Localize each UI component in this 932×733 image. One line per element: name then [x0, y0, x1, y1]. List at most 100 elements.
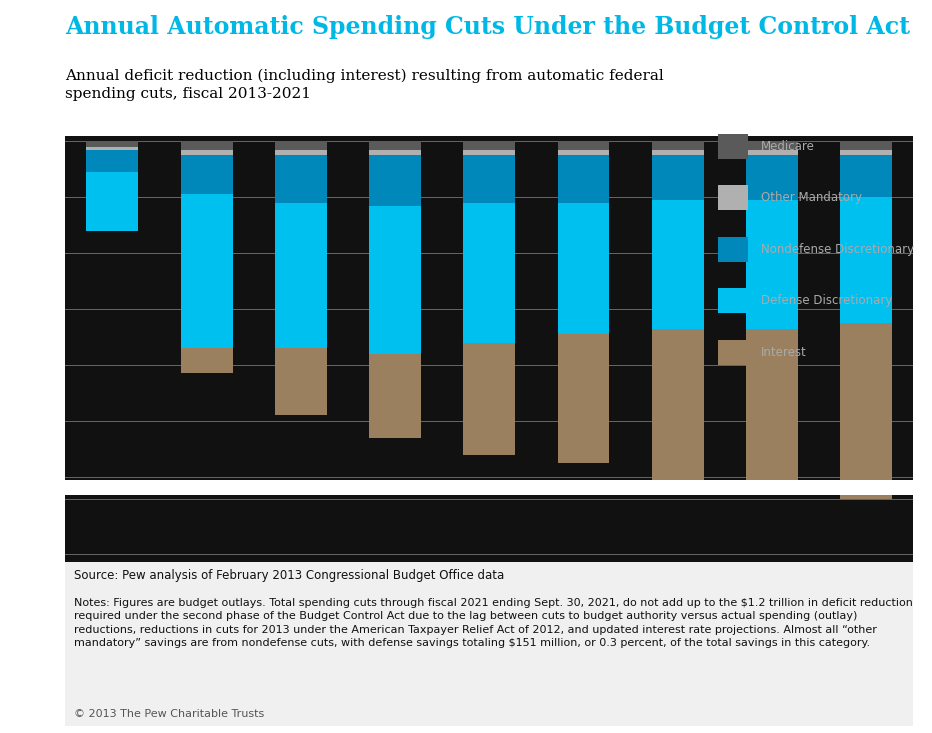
Bar — [841, 155, 892, 197]
Bar — [369, 130, 421, 180]
Text: Source: Pew analysis of February 2013 Congressional Budget Office data: Source: Pew analysis of February 2013 Co… — [74, 569, 504, 582]
Bar — [275, 177, 327, 319]
Bar — [65, 490, 932, 491]
Bar — [463, 155, 515, 203]
Text: Nondefense Discretionary: Nondefense Discretionary — [761, 243, 913, 256]
Bar — [557, 305, 610, 431]
Bar — [841, 117, 892, 125]
Bar — [651, 117, 704, 125]
Bar — [747, 150, 798, 155]
Bar — [841, 150, 892, 155]
Bar — [463, 125, 515, 130]
Text: Annual deficit reduction (including interest) resulting from automatic federal
s: Annual deficit reduction (including inte… — [65, 69, 664, 100]
Bar — [651, 125, 704, 130]
Bar — [181, 155, 232, 194]
Bar — [557, 334, 610, 463]
Bar — [87, 147, 138, 204]
Bar — [463, 342, 515, 454]
Bar — [275, 348, 327, 416]
Bar — [87, 117, 138, 122]
Bar — [719, 133, 748, 158]
Bar — [275, 155, 327, 203]
Bar — [87, 125, 138, 147]
Bar — [557, 203, 610, 334]
Text: Interest: Interest — [761, 346, 806, 359]
Bar — [87, 172, 138, 231]
Bar — [463, 203, 515, 342]
Bar — [275, 125, 327, 130]
Bar — [369, 150, 421, 155]
Bar — [87, 122, 138, 125]
Bar — [275, 117, 327, 125]
Text: Annual Automatic Spending Cuts Under the Budget Control Act: Annual Automatic Spending Cuts Under the… — [65, 15, 911, 39]
Bar — [841, 323, 892, 533]
Bar — [747, 130, 798, 174]
Bar — [841, 197, 892, 323]
Y-axis label: in billions: in billions — [8, 287, 19, 339]
Bar — [651, 141, 704, 150]
Bar — [557, 177, 610, 305]
Bar — [275, 319, 327, 384]
Bar — [181, 169, 232, 319]
Bar — [557, 125, 610, 130]
Bar — [275, 150, 327, 155]
Text: Defense Discretionary: Defense Discretionary — [761, 295, 892, 307]
Bar — [369, 354, 421, 438]
Bar — [651, 155, 704, 200]
Bar — [557, 150, 610, 155]
Bar — [87, 141, 138, 147]
Bar — [747, 117, 798, 125]
Bar — [747, 174, 798, 300]
Bar — [181, 130, 232, 169]
Bar — [651, 300, 704, 450]
Bar — [181, 141, 232, 150]
Bar — [369, 155, 421, 205]
Bar — [463, 313, 515, 423]
Bar — [747, 125, 798, 130]
Bar — [841, 125, 892, 130]
Bar — [841, 294, 892, 499]
Bar — [87, 147, 138, 150]
Bar — [557, 141, 610, 150]
Bar — [275, 130, 327, 177]
Bar — [719, 340, 748, 365]
Bar — [65, 480, 932, 491]
Bar — [841, 171, 892, 294]
Bar — [557, 117, 610, 125]
Bar — [651, 328, 704, 482]
Bar — [747, 141, 798, 150]
Bar — [747, 328, 798, 511]
Bar — [181, 125, 232, 130]
Bar — [841, 141, 892, 150]
Bar — [87, 150, 138, 172]
Bar — [651, 174, 704, 300]
Bar — [369, 205, 421, 354]
Bar — [719, 237, 748, 262]
Bar — [719, 185, 748, 210]
Bar — [463, 177, 515, 313]
Bar — [369, 180, 421, 324]
Bar — [841, 130, 892, 171]
Text: Medicare: Medicare — [761, 140, 815, 152]
Bar — [651, 130, 704, 174]
Text: Other Mandatory: Other Mandatory — [761, 191, 862, 205]
Bar — [651, 150, 704, 155]
Bar — [369, 125, 421, 130]
Bar — [181, 194, 232, 348]
Bar — [463, 130, 515, 177]
Bar — [65, 490, 932, 495]
Bar — [181, 348, 232, 374]
Bar — [747, 300, 798, 477]
Bar — [275, 141, 327, 150]
Bar — [463, 150, 515, 155]
Bar — [463, 117, 515, 125]
Bar — [747, 200, 798, 328]
Bar — [275, 203, 327, 348]
Bar — [557, 155, 610, 203]
Bar — [651, 200, 704, 328]
Bar — [181, 319, 232, 343]
Bar — [719, 288, 748, 313]
Bar — [557, 130, 610, 177]
Text: © 2013 The Pew Charitable Trusts: © 2013 The Pew Charitable Trusts — [74, 709, 264, 719]
Bar — [181, 150, 232, 155]
